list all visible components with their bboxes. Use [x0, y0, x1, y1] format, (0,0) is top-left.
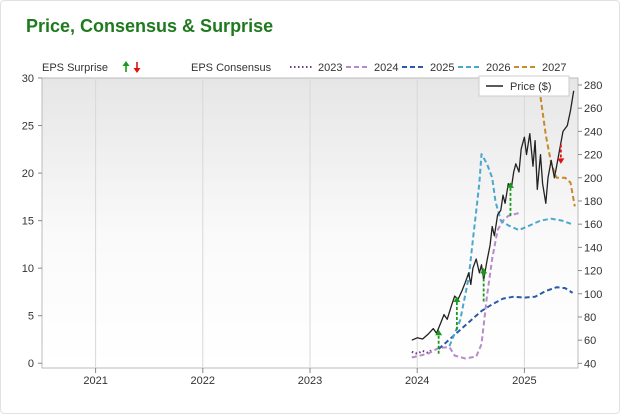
y-right-tick-label: 240	[584, 126, 602, 138]
y-axis-right: 40 60 80 100 120 140 160 180 200 220 240 260 280	[578, 80, 602, 370]
y-right-tick-label: 160	[584, 219, 602, 231]
legend-up-arrow-icon	[122, 61, 130, 72]
series-line-2025	[437, 286, 574, 350]
price-legend-box	[478, 75, 570, 97]
x-axis: 2021 2022 2023 2024 2025	[83, 368, 537, 387]
y-left-tick-label: 0	[28, 358, 34, 370]
series-line-2027	[539, 96, 576, 207]
x-tick-label: 2023	[298, 375, 322, 387]
legend-label-2026: 2026	[486, 62, 510, 74]
y-left-tick-label: 20	[22, 168, 34, 180]
surprise-arrowhead-up	[506, 182, 514, 188]
y-left-tick-label: 15	[22, 216, 34, 228]
chart-title: Price, Consensus & Surprise	[26, 16, 274, 36]
y-right-tick-label: 200	[584, 173, 602, 185]
y-right-tick-label: 80	[584, 312, 596, 324]
legend-down-arrow-icon	[133, 62, 141, 73]
surprise-arrowhead-up	[453, 296, 461, 302]
y-right-tick-label: 100	[584, 289, 602, 301]
y-right-tick-label: 120	[584, 266, 602, 278]
surprise-arrowhead-down	[557, 158, 565, 164]
y-right-tick-label: 280	[584, 80, 602, 92]
y-left-tick-label: 25	[22, 121, 34, 133]
surprise-arrowhead-up	[480, 267, 488, 274]
series-line-2026	[448, 153, 573, 347]
legend-label-2027: 2027	[542, 62, 566, 74]
surprise-arrowhead-up	[435, 329, 443, 336]
y-left-tick-label: 5	[28, 311, 34, 323]
legend-surprise-label: EPS Surprise	[42, 62, 108, 74]
y-right-tick-label: 220	[584, 150, 602, 162]
y-right-tick-label: 40	[584, 358, 596, 370]
price-legend-label: Price ($)	[510, 81, 552, 93]
legend-consensus-label: EPS Consensus	[191, 62, 272, 74]
x-tick-label: 2022	[191, 375, 215, 387]
y-left-tick-label: 30	[22, 73, 34, 85]
x-tick-label: 2025	[512, 375, 536, 387]
y-axis-left: 0 5 10 15 20 25 30	[22, 73, 42, 370]
series-group	[411, 90, 576, 360]
grid	[95, 78, 525, 368]
legend-label-2023: 2023	[318, 62, 342, 74]
series-line-price	[411, 90, 575, 341]
legend: EPS Surprise EPS Consensus 2023 2024 2025 2…	[42, 61, 570, 97]
y-right-tick-label: 140	[584, 242, 602, 254]
y-right-tick-label: 180	[584, 196, 602, 208]
x-tick-label: 2021	[83, 375, 107, 387]
surprise-group	[435, 144, 565, 354]
y-left-tick-label: 10	[22, 263, 34, 275]
y-right-tick-label: 260	[584, 103, 602, 115]
x-tick-label: 2024	[405, 375, 429, 387]
legend-label-2024: 2024	[374, 62, 398, 74]
legend-series: 2023 2024 2025 2026 2027	[290, 62, 566, 74]
y-right-tick-label: 60	[584, 335, 596, 347]
legend-label-2025: 2025	[430, 62, 454, 74]
